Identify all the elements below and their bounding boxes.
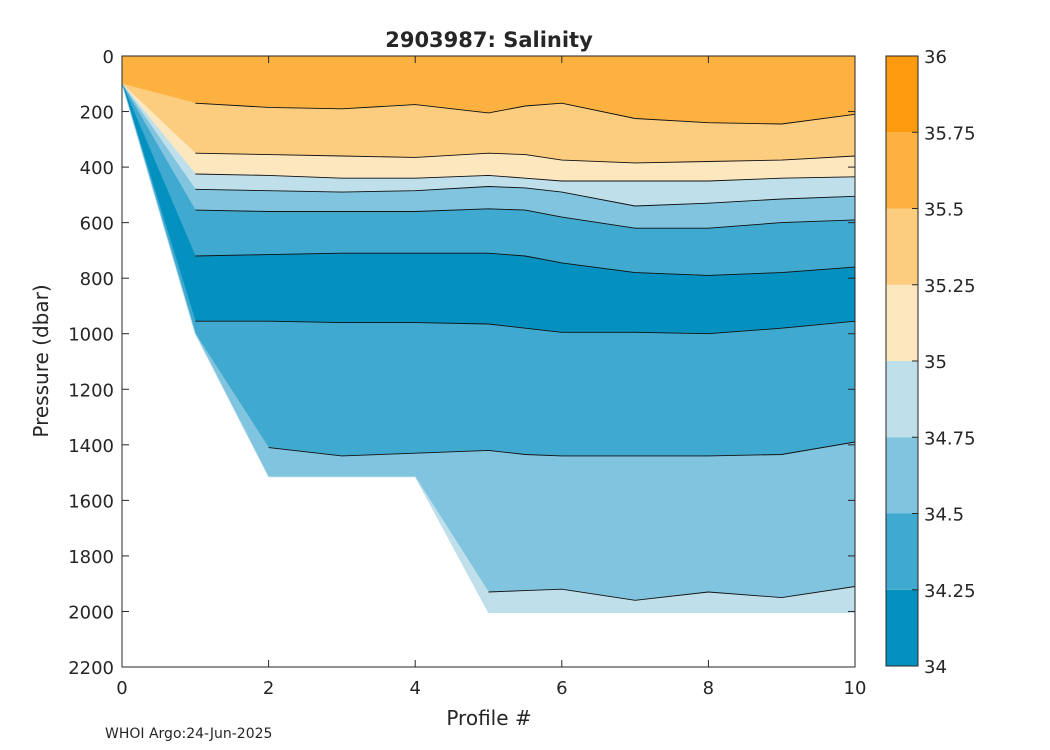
isohaline-line: [488, 586, 855, 601]
colorbar-swatch: [886, 208, 918, 285]
x-tick-label: 4: [409, 678, 420, 699]
isohaline-line: [195, 186, 855, 207]
isohaline-line: [195, 252, 855, 276]
colorbar-tick-label: 36: [924, 47, 947, 68]
plot-frame: [121, 55, 856, 668]
y-tick-label: 0: [103, 47, 114, 68]
x-tick-label: 0: [116, 678, 127, 699]
x-axis-label: Profile #: [446, 706, 531, 730]
x-tick-label: 10: [844, 678, 867, 699]
x-tick-label: 8: [703, 678, 714, 699]
x-axis-ticks: 0 2 4 6 8 10: [116, 56, 866, 699]
y-axis-label: Pressure (dbar): [29, 284, 53, 437]
isohaline-line: [195, 320, 855, 335]
colorbar-tick-label: 35: [924, 352, 947, 373]
isohaline-line: [195, 208, 855, 229]
y-tick-label: 400: [80, 158, 114, 179]
colorbar-swatch: [886, 589, 918, 666]
colorbar-swatch: [886, 56, 918, 133]
y-axis-ticks: 0 200 400 600 800 1000 1200 1400 1600 1800 2000 220…: [68, 47, 855, 679]
isohaline-line: [195, 173, 855, 182]
y-tick-label: 2200: [68, 658, 114, 679]
colorbar-swatch: [886, 132, 918, 209]
y-tick-label: 2000: [68, 602, 114, 623]
colorbar-tick-label: 34.5: [924, 505, 964, 526]
y-tick-label: 1600: [68, 491, 114, 512]
source-credit: WHOI Argo:24-Jun-2025: [105, 726, 273, 742]
colorbar-tick-label: 34.75: [924, 428, 976, 449]
colorbar-tick-label: 35.5: [924, 200, 964, 221]
x-tick-label: 2: [263, 678, 274, 699]
y-tick-label: 600: [80, 214, 114, 235]
isohaline-line: [195, 102, 855, 125]
colorbar-swatch: [886, 513, 918, 590]
y-tick-label: 1000: [68, 325, 114, 346]
y-tick-label: 1400: [68, 436, 114, 457]
colorbar-swatch: [886, 437, 918, 514]
salinity-band: [122, 83, 855, 614]
isohaline-line: [195, 152, 855, 164]
colorbar-swatch: [886, 284, 918, 361]
colorbar-tick-label: 34: [924, 657, 947, 678]
y-tick-label: 1800: [68, 547, 114, 568]
y-tick-label: 1200: [68, 380, 114, 401]
x-tick-label: 6: [556, 678, 567, 699]
colorbar-swatch: [886, 361, 918, 438]
colorbar-tick-label: 35.25: [924, 276, 976, 297]
colorbar-tick-label: 34.25: [924, 581, 976, 602]
isohaline-line: [268, 441, 855, 457]
salinity-bands: [122, 56, 855, 614]
isohaline-contours: [195, 102, 855, 601]
y-tick-label: 800: [80, 269, 114, 290]
chart-title: 2903987: Salinity: [385, 28, 593, 52]
colorbar-tick-label: 35.75: [924, 123, 976, 144]
y-tick-label: 200: [80, 103, 114, 124]
colorbar: 34 34.25 34.5 34.75 35 35.25 35.5 35.75 36: [885, 47, 976, 678]
